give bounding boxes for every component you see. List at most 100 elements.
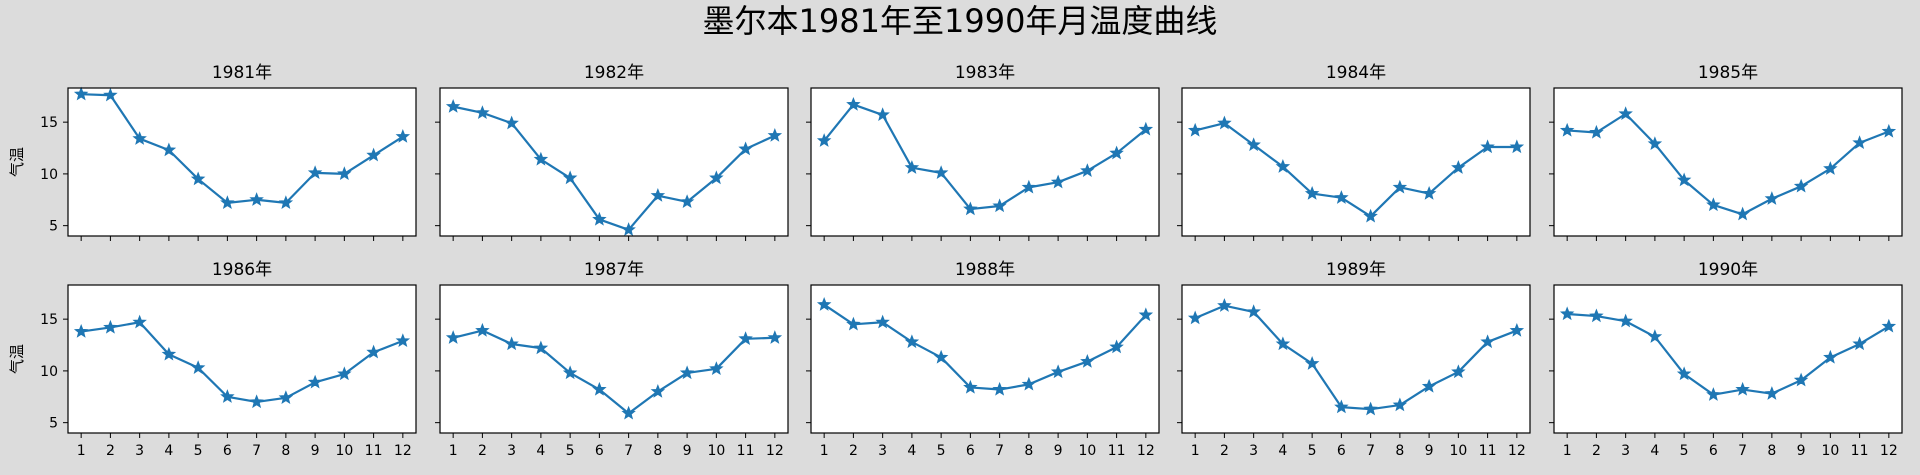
- data-point-star: [1676, 172, 1692, 187]
- x-tick-label: 8: [1024, 443, 1033, 459]
- x-tick-label: 7: [1738, 443, 1747, 459]
- axes-background: [1554, 88, 1902, 236]
- data-point-star: [1421, 185, 1437, 200]
- x-tick-label: 4: [536, 443, 545, 459]
- data-point-star: [190, 171, 206, 186]
- x-tick-label: 10: [1078, 443, 1096, 459]
- x-tick-label: 9: [1797, 443, 1806, 459]
- data-point-star: [846, 96, 861, 111]
- subplot-title: 1982年: [584, 63, 644, 83]
- data-point-star: [1363, 401, 1378, 416]
- subplot-3: 1983年: [806, 63, 1160, 241]
- axes-background: [811, 285, 1159, 433]
- x-tick-label: 5: [937, 443, 946, 459]
- subplot-title: 1990年: [1698, 260, 1758, 280]
- data-point-star: [307, 374, 323, 389]
- data-point-star: [904, 160, 920, 174]
- data-point-star: [395, 333, 411, 348]
- y-tick-label: 15: [40, 312, 58, 328]
- x-tick-label: 9: [311, 443, 320, 459]
- data-point-star: [1676, 366, 1692, 381]
- x-tick-label: 3: [878, 443, 887, 459]
- y-axis-label: 气温: [8, 147, 26, 177]
- data-point-star: [875, 107, 890, 122]
- x-tick-label: 10: [335, 443, 353, 459]
- data-point-star: [395, 129, 411, 143]
- data-point-star: [533, 340, 549, 355]
- x-tick-label: 11: [737, 443, 755, 459]
- data-point-star: [1852, 336, 1867, 351]
- data-point-star: [1589, 124, 1604, 139]
- data-point-star: [1363, 208, 1378, 223]
- x-tick-label: 8: [653, 443, 662, 459]
- data-point-star: [161, 346, 177, 361]
- x-tick-label: 10: [1449, 443, 1467, 459]
- x-tick-label: 3: [1249, 443, 1258, 459]
- y-tick-label: 5: [49, 416, 58, 432]
- x-tick-label: 6: [1709, 443, 1718, 459]
- subplot-title: 1983年: [955, 63, 1015, 83]
- data-point-star: [1509, 139, 1525, 154]
- axes-background: [1554, 285, 1902, 433]
- data-point-star: [1793, 178, 1809, 193]
- data-point-star: [1246, 137, 1261, 152]
- x-tick-label: 9: [1054, 443, 1063, 459]
- data-point-star: [592, 211, 607, 226]
- data-point-star: [445, 99, 461, 113]
- data-point-star: [1109, 145, 1124, 160]
- data-point-star: [190, 360, 206, 374]
- data-point-star: [337, 166, 352, 181]
- data-point-star: [1451, 364, 1466, 379]
- x-tick-label: 3: [1621, 443, 1630, 459]
- data-point-star: [1217, 298, 1232, 312]
- temperature-line: [81, 93, 404, 204]
- x-tick-label: 7: [1366, 443, 1375, 459]
- subplot-title: 1989年: [1326, 260, 1386, 280]
- axes-frame: [1553, 87, 1903, 237]
- x-tick-label: 2: [1220, 443, 1229, 459]
- x-tick-label: 5: [566, 443, 575, 459]
- data-point-star: [1881, 123, 1897, 138]
- data-point-star: [249, 394, 264, 409]
- x-tick-label: 2: [849, 443, 858, 459]
- y-tick-label: 5: [49, 219, 58, 235]
- x-tick-label: 1: [820, 443, 829, 459]
- x-tick-label: 7: [624, 443, 633, 459]
- temperature-line: [81, 321, 404, 404]
- subplot-title: 1986年: [212, 260, 272, 280]
- x-tick-label: 6: [223, 443, 232, 459]
- axes-frame: [439, 87, 789, 237]
- x-tick-label: 2: [106, 443, 115, 459]
- figure-title: 墨尔本1981年至1990年月温度曲线: [703, 2, 1218, 40]
- data-point-star: [621, 405, 636, 420]
- temperature-line: [1567, 112, 1890, 216]
- x-tick-label: 6: [966, 443, 975, 459]
- x-tick-label: 9: [1425, 443, 1434, 459]
- data-point-star: [846, 316, 861, 331]
- data-point-star: [1080, 353, 1095, 368]
- data-point-star: [1589, 308, 1604, 323]
- data-point-star: [161, 142, 177, 157]
- x-tick-label: 4: [907, 443, 916, 459]
- data-point-star: [1764, 191, 1780, 205]
- axes-background: [1182, 88, 1530, 236]
- x-tick-label: 5: [1308, 443, 1317, 459]
- data-point-star: [132, 131, 147, 145]
- data-point-star: [933, 349, 949, 364]
- data-point-star: [1451, 160, 1466, 174]
- subplot-title: 1984年: [1326, 63, 1386, 83]
- x-tick-label: 8: [281, 443, 290, 459]
- data-point-star: [562, 365, 578, 380]
- data-point-star: [1480, 334, 1495, 349]
- data-point-star: [103, 319, 118, 334]
- data-point-star: [1793, 372, 1809, 387]
- data-point-star: [220, 389, 235, 403]
- data-point-star: [1559, 122, 1575, 137]
- data-point-star: [650, 188, 666, 202]
- data-point-star: [679, 194, 695, 208]
- x-tick-label: 1: [77, 443, 86, 459]
